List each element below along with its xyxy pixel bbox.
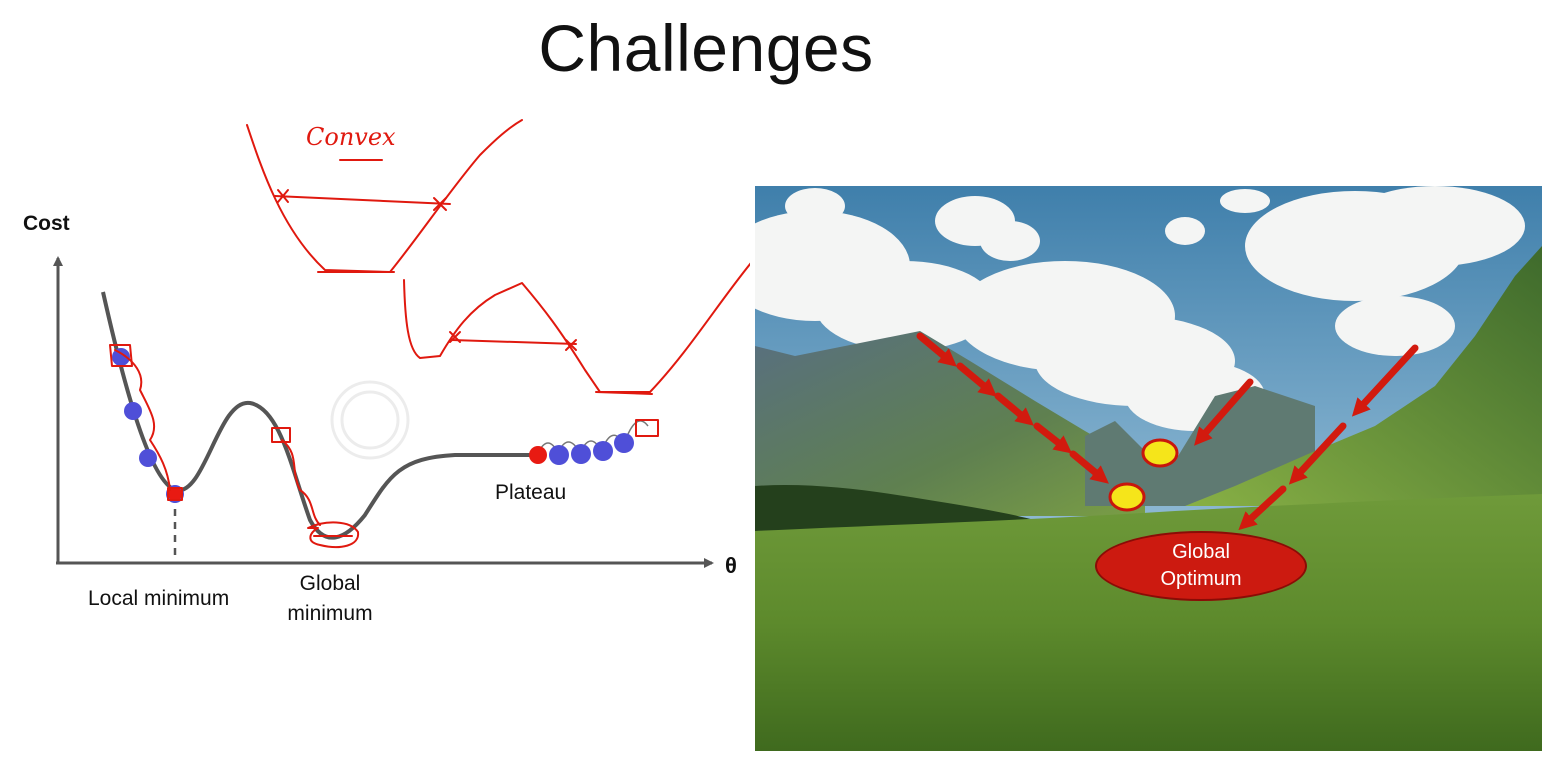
badge-line1: Global xyxy=(1172,541,1230,563)
left-mountain xyxy=(755,331,1145,516)
plateau-start-ball xyxy=(529,446,547,464)
valley-photo-panel: Global Optimum xyxy=(755,186,1542,751)
plateau-ball xyxy=(571,444,591,464)
local-minimum-marker xyxy=(1141,438,1179,468)
y-axis-label: Cost xyxy=(23,212,70,235)
clouds xyxy=(755,186,1525,431)
local-minimum-marker xyxy=(1108,482,1146,512)
start-ball xyxy=(168,487,182,501)
right-mountain xyxy=(1185,246,1542,506)
back-mountain xyxy=(1085,386,1315,506)
meadow xyxy=(755,494,1542,751)
global-minimum-label-line1: Global xyxy=(300,572,361,595)
local-minimum-label: Local minimum xyxy=(88,587,229,610)
plateau-label: Plateau xyxy=(495,481,566,504)
badge-line2: Optimum xyxy=(1160,568,1242,590)
watermark xyxy=(330,380,410,460)
plateau-ball xyxy=(614,433,634,453)
handwritten-annotations xyxy=(109,119,750,549)
plateau-ball xyxy=(593,441,613,461)
descent-ball xyxy=(112,348,130,366)
gradient-descent-diagram: Cost θ Local minimum Global minimum Plat… xyxy=(23,119,750,625)
cost-curve xyxy=(101,291,540,540)
global-optimum-badge: Global Optimum xyxy=(1095,531,1307,601)
descent-arrows xyxy=(916,332,1419,531)
valley-landscape xyxy=(755,186,1542,751)
global-minimum-label-line2: minimum xyxy=(287,602,372,625)
descent-ball xyxy=(124,402,142,420)
slide-title: Challenges xyxy=(538,11,874,85)
handwritten-note: Convex xyxy=(306,123,396,151)
plateau-ball xyxy=(549,445,569,465)
descent-ball xyxy=(139,449,157,467)
x-axis-label: θ xyxy=(725,553,737,578)
